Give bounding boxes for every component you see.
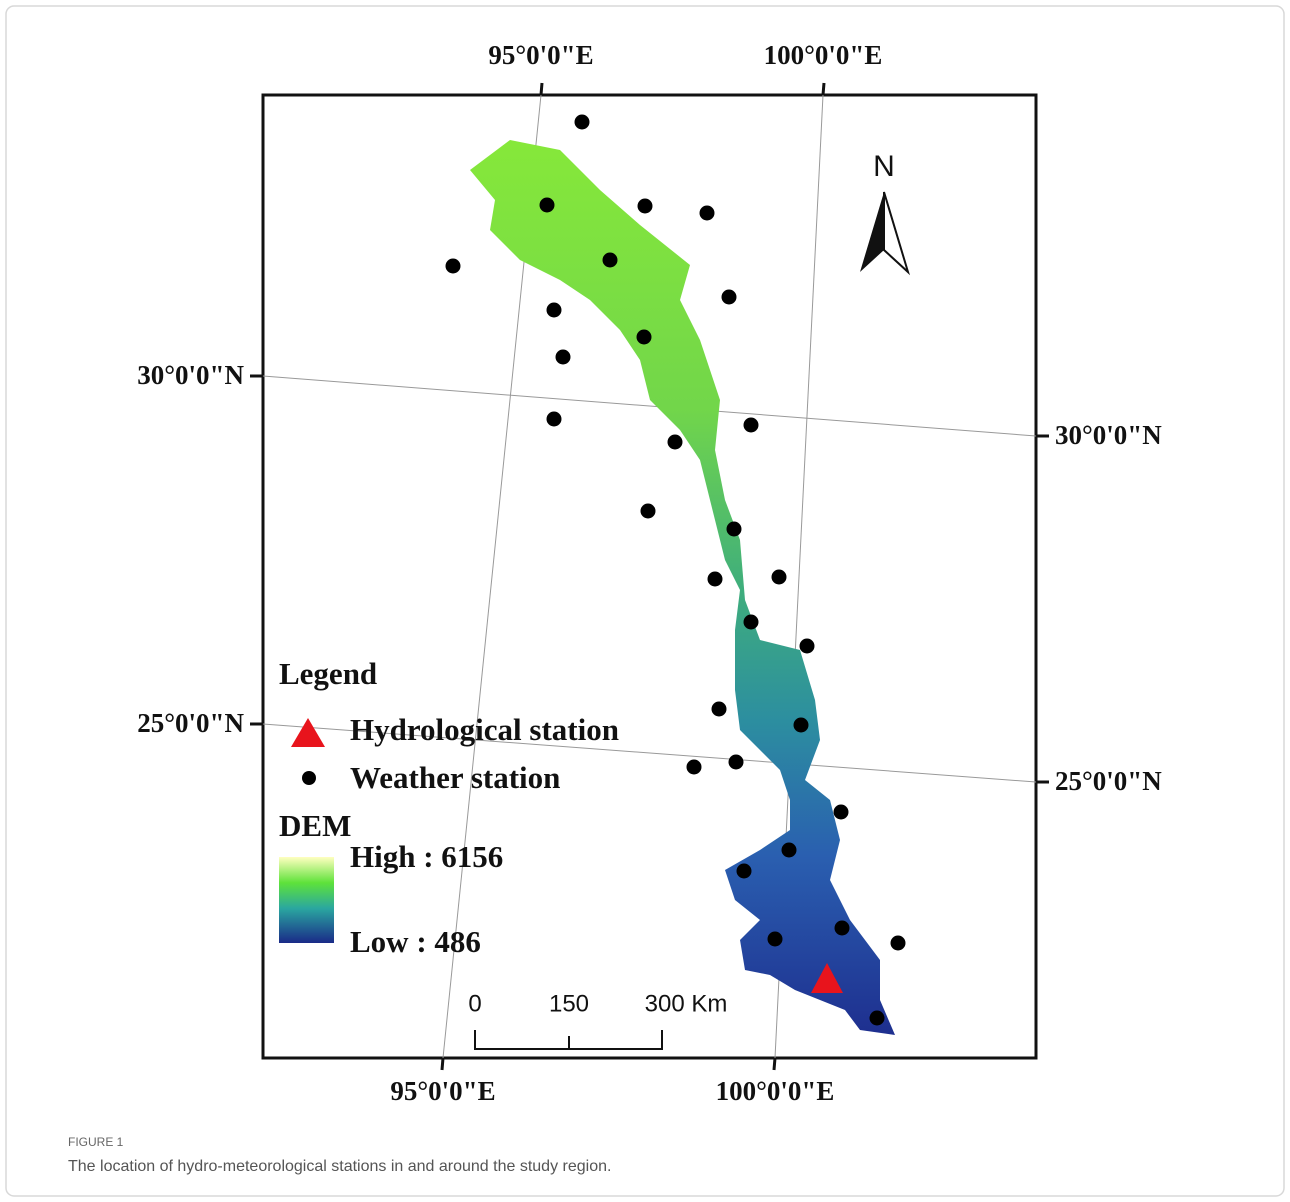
weather-station (722, 290, 737, 305)
weather-station (540, 198, 555, 213)
lat-label: 30°0'0"N (1055, 420, 1162, 450)
figure: N 95°0'0"E 100°0'0"E 95°0'0"E 100°0'0"E … (0, 0, 1290, 1202)
scale-label: 0 (468, 990, 481, 1017)
dem-ramp (279, 857, 334, 943)
lat-label: 25°0'0"N (137, 708, 244, 738)
weather-station (891, 936, 906, 951)
lon-label: 95°0'0"E (390, 1076, 495, 1106)
dem-high: High : 6156 (350, 839, 503, 874)
weather-station (729, 755, 744, 770)
weather-station (547, 412, 562, 427)
weather-station (744, 418, 759, 433)
weather-station (641, 504, 656, 519)
lat-label: 30°0'0"N (137, 360, 244, 390)
weather-station (668, 435, 683, 450)
legend-item: Weather station (350, 760, 560, 795)
legend-item: Hydrological station (350, 712, 619, 747)
weather-station (712, 702, 727, 717)
weather-station (870, 1011, 885, 1026)
weather-station (603, 253, 618, 268)
weather-station (835, 921, 850, 936)
figure-label: FIGURE 1 (68, 1135, 124, 1149)
scale-label: 150 (549, 990, 589, 1017)
weather-station (637, 330, 652, 345)
weather-station (800, 639, 815, 654)
lon-label: 100°0'0"E (764, 40, 883, 70)
page: N 95°0'0"E 100°0'0"E 95°0'0"E 100°0'0"E … (0, 0, 1290, 1202)
weather-station (700, 206, 715, 221)
weather-station (772, 570, 787, 585)
weather-station (744, 615, 759, 630)
scale-label: 300 Km (645, 990, 728, 1017)
weather-station (547, 303, 562, 318)
lat-label: 25°0'0"N (1055, 766, 1162, 796)
weather-station (708, 572, 723, 587)
lon-label: 100°0'0"E (716, 1076, 835, 1106)
dem-title: DEM (279, 808, 351, 843)
weather-station (446, 259, 461, 274)
weather-station (727, 522, 742, 537)
lon-label: 95°0'0"E (488, 40, 593, 70)
figure-caption: The location of hydro-meteorological sta… (68, 1158, 611, 1175)
weather-station (638, 199, 653, 214)
weather-station (834, 805, 849, 820)
weather-station (556, 350, 571, 365)
weather-station (768, 932, 783, 947)
weather-station (737, 864, 752, 879)
weather-station (687, 760, 702, 775)
weather-station (782, 843, 797, 858)
legend-title: Legend (279, 656, 377, 691)
weather-station (575, 115, 590, 130)
dem-low: Low : 486 (350, 924, 481, 959)
north-label: N (873, 150, 895, 183)
weather-station (794, 718, 809, 733)
